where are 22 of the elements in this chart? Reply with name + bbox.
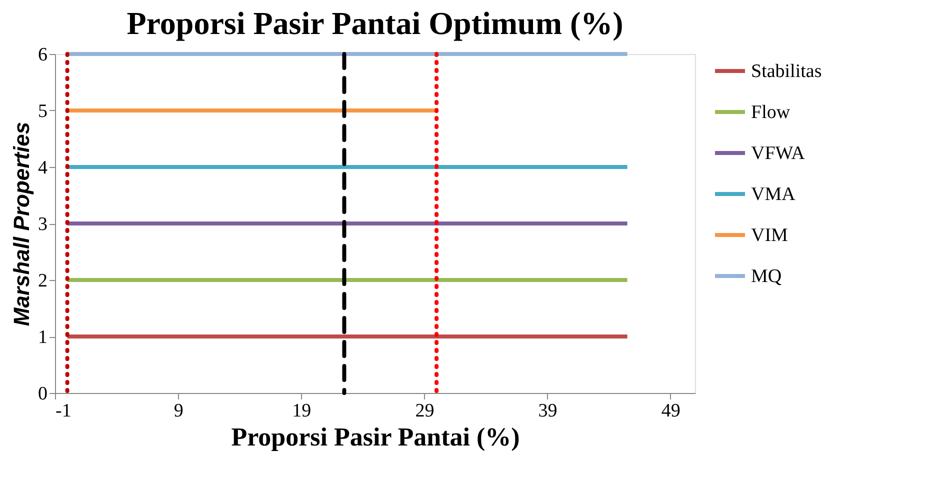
legend-label: Flow bbox=[751, 102, 790, 123]
x-tick-label: 39 bbox=[538, 400, 558, 422]
x-tick-label: -1 bbox=[56, 400, 72, 422]
chart-title: Proporsi Pasir Pantai Optimum (%) bbox=[126, 5, 624, 41]
y-tick-label: 3 bbox=[38, 214, 48, 235]
x-tick-label: 29 bbox=[415, 400, 434, 422]
y-tick-label: 1 bbox=[38, 327, 48, 348]
y-tick-label: 4 bbox=[38, 158, 48, 178]
x-tick-label: 49 bbox=[661, 400, 680, 422]
y-tick-label: 2 bbox=[38, 270, 48, 292]
x-tick-label: 9 bbox=[174, 400, 184, 422]
y-tick-label: 0 bbox=[38, 384, 48, 404]
legend-label: VFWA bbox=[751, 143, 806, 164]
x-tick-label: 19 bbox=[292, 400, 312, 422]
y-axis-title: Marshall Properties bbox=[9, 122, 34, 326]
legend-label: Stabilitas bbox=[751, 61, 822, 82]
y-tick-label: 5 bbox=[38, 101, 48, 122]
y-tick-label: 6 bbox=[38, 44, 48, 66]
x-axis-title: Proporsi Pasir Pantai (%) bbox=[231, 422, 520, 452]
legend-label: VMA bbox=[751, 184, 796, 205]
legend-label: VIM bbox=[751, 225, 788, 246]
legend-label: MQ bbox=[751, 266, 782, 287]
